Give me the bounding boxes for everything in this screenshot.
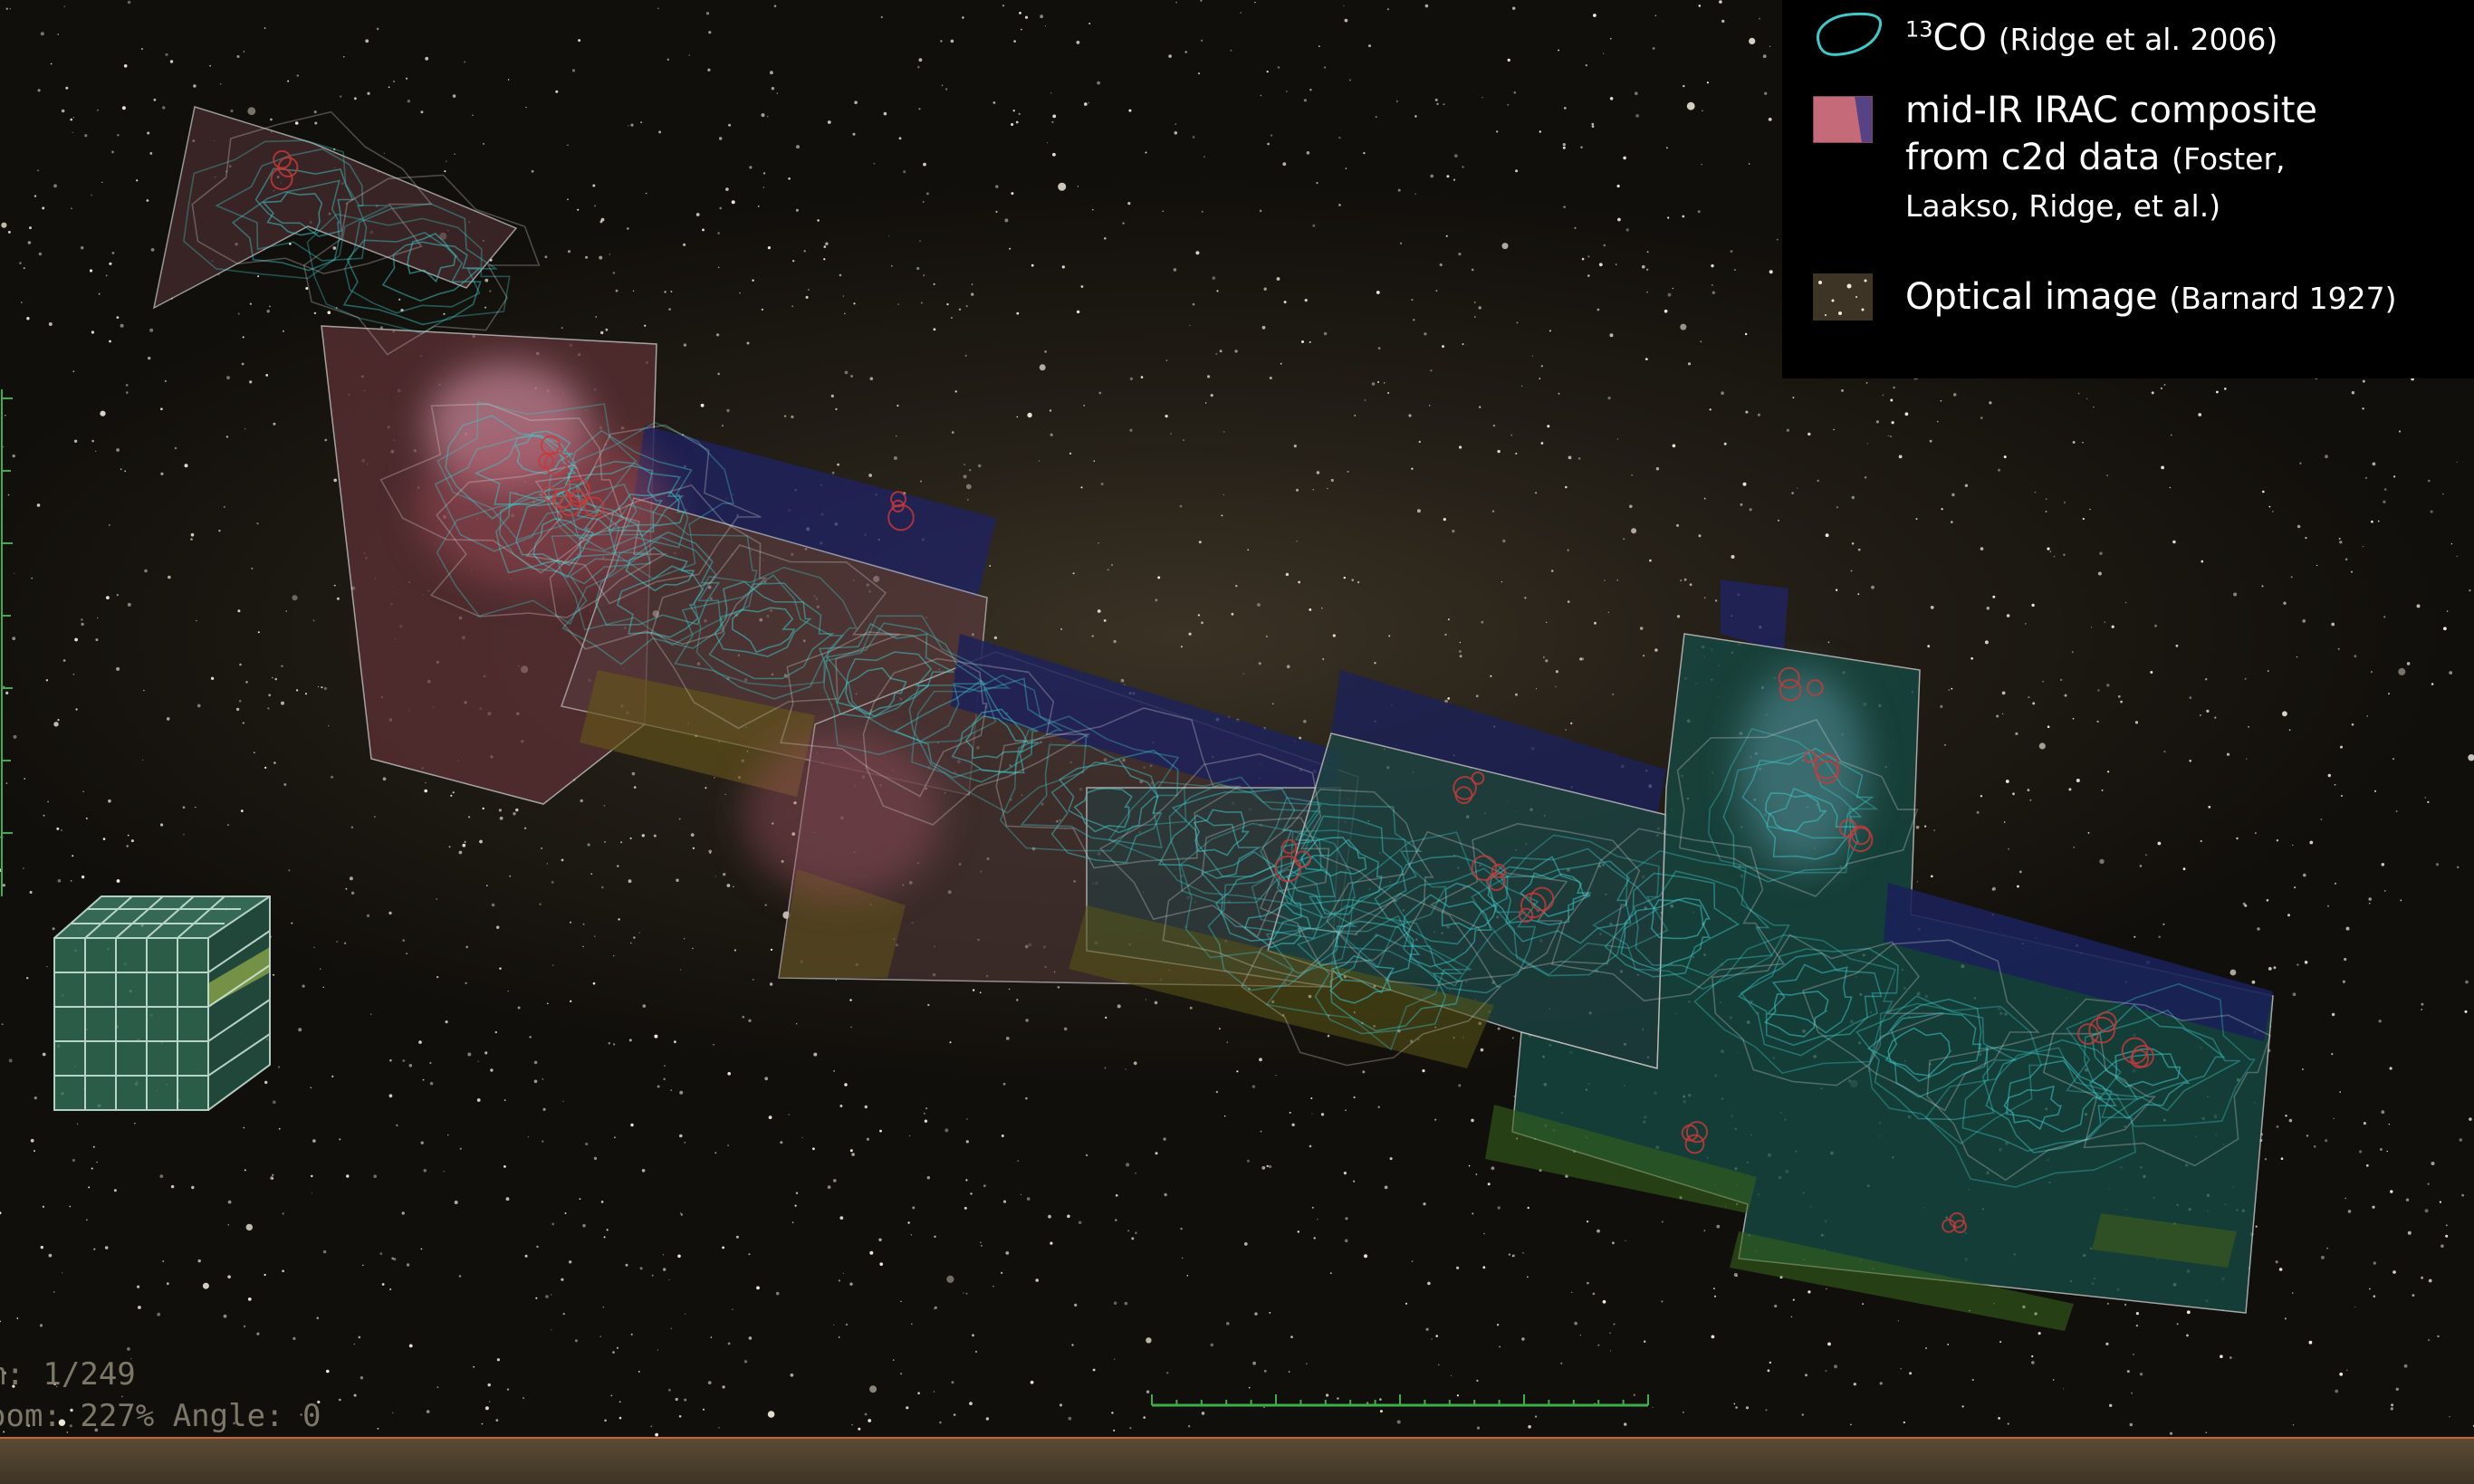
- contour-swatch-icon: [1816, 12, 1883, 56]
- left-ruler: [1, 389, 13, 896]
- tile-orion-b: [1511, 633, 2274, 1314]
- irac-citation-1: (Foster,: [2172, 141, 2286, 177]
- tile-east-yellow: [2092, 1213, 2237, 1268]
- tile-band-blue-2: [951, 634, 1340, 815]
- frame-readout: m: 1/249: [0, 1356, 136, 1393]
- tile-green-south: [1485, 1105, 1757, 1213]
- data-cube-icon[interactable]: [47, 893, 283, 1115]
- co-species: CO: [1932, 17, 1987, 59]
- viewer-readout: m: 1/249 oom: 227% Angle: 0: [0, 1354, 333, 1437]
- optical-swatch-icon: [1813, 273, 1873, 321]
- tile-band-blue-1: [634, 426, 996, 598]
- irac-emission: [417, 362, 1865, 896]
- optical-label: Optical image: [1905, 276, 2158, 318]
- optical-citation: (Barnard 1927): [2169, 281, 2397, 316]
- yso-markers: [270, 149, 2154, 1234]
- tile-green-south-2: [1730, 1231, 2074, 1331]
- irac-swatch-icon: [1813, 96, 1873, 143]
- tile-yellow-1: [580, 670, 815, 797]
- zoom-readout: oom: 227% Angle: 0: [0, 1398, 321, 1434]
- tile-mid-yellow: [1069, 905, 1494, 1068]
- tile-mid-blue: [1331, 670, 1666, 815]
- irac-citation-2: Laakso, Ridge, et al.): [1905, 188, 2221, 224]
- legend-panel: 13CO (Ridge et al. 2006) mid-IR IRAC com…: [1782, 0, 2474, 378]
- co-isotope-mass: 13: [1905, 16, 1933, 43]
- irac-line1: mid-IR IRAC composite: [1905, 90, 2318, 131]
- filmstrip-bar[interactable]: [0, 1437, 2474, 1484]
- tile-yellow-2: [779, 869, 906, 978]
- tile-northwest: [152, 106, 518, 310]
- tile-east-blue: [1884, 883, 2273, 1041]
- scale-bar: [1151, 1394, 1649, 1407]
- co-citation: (Ridge et al. 2006): [1998, 22, 2278, 57]
- irac-line2: from c2d data: [1905, 137, 2161, 178]
- tile-orion-b-blue: [1721, 579, 1788, 652]
